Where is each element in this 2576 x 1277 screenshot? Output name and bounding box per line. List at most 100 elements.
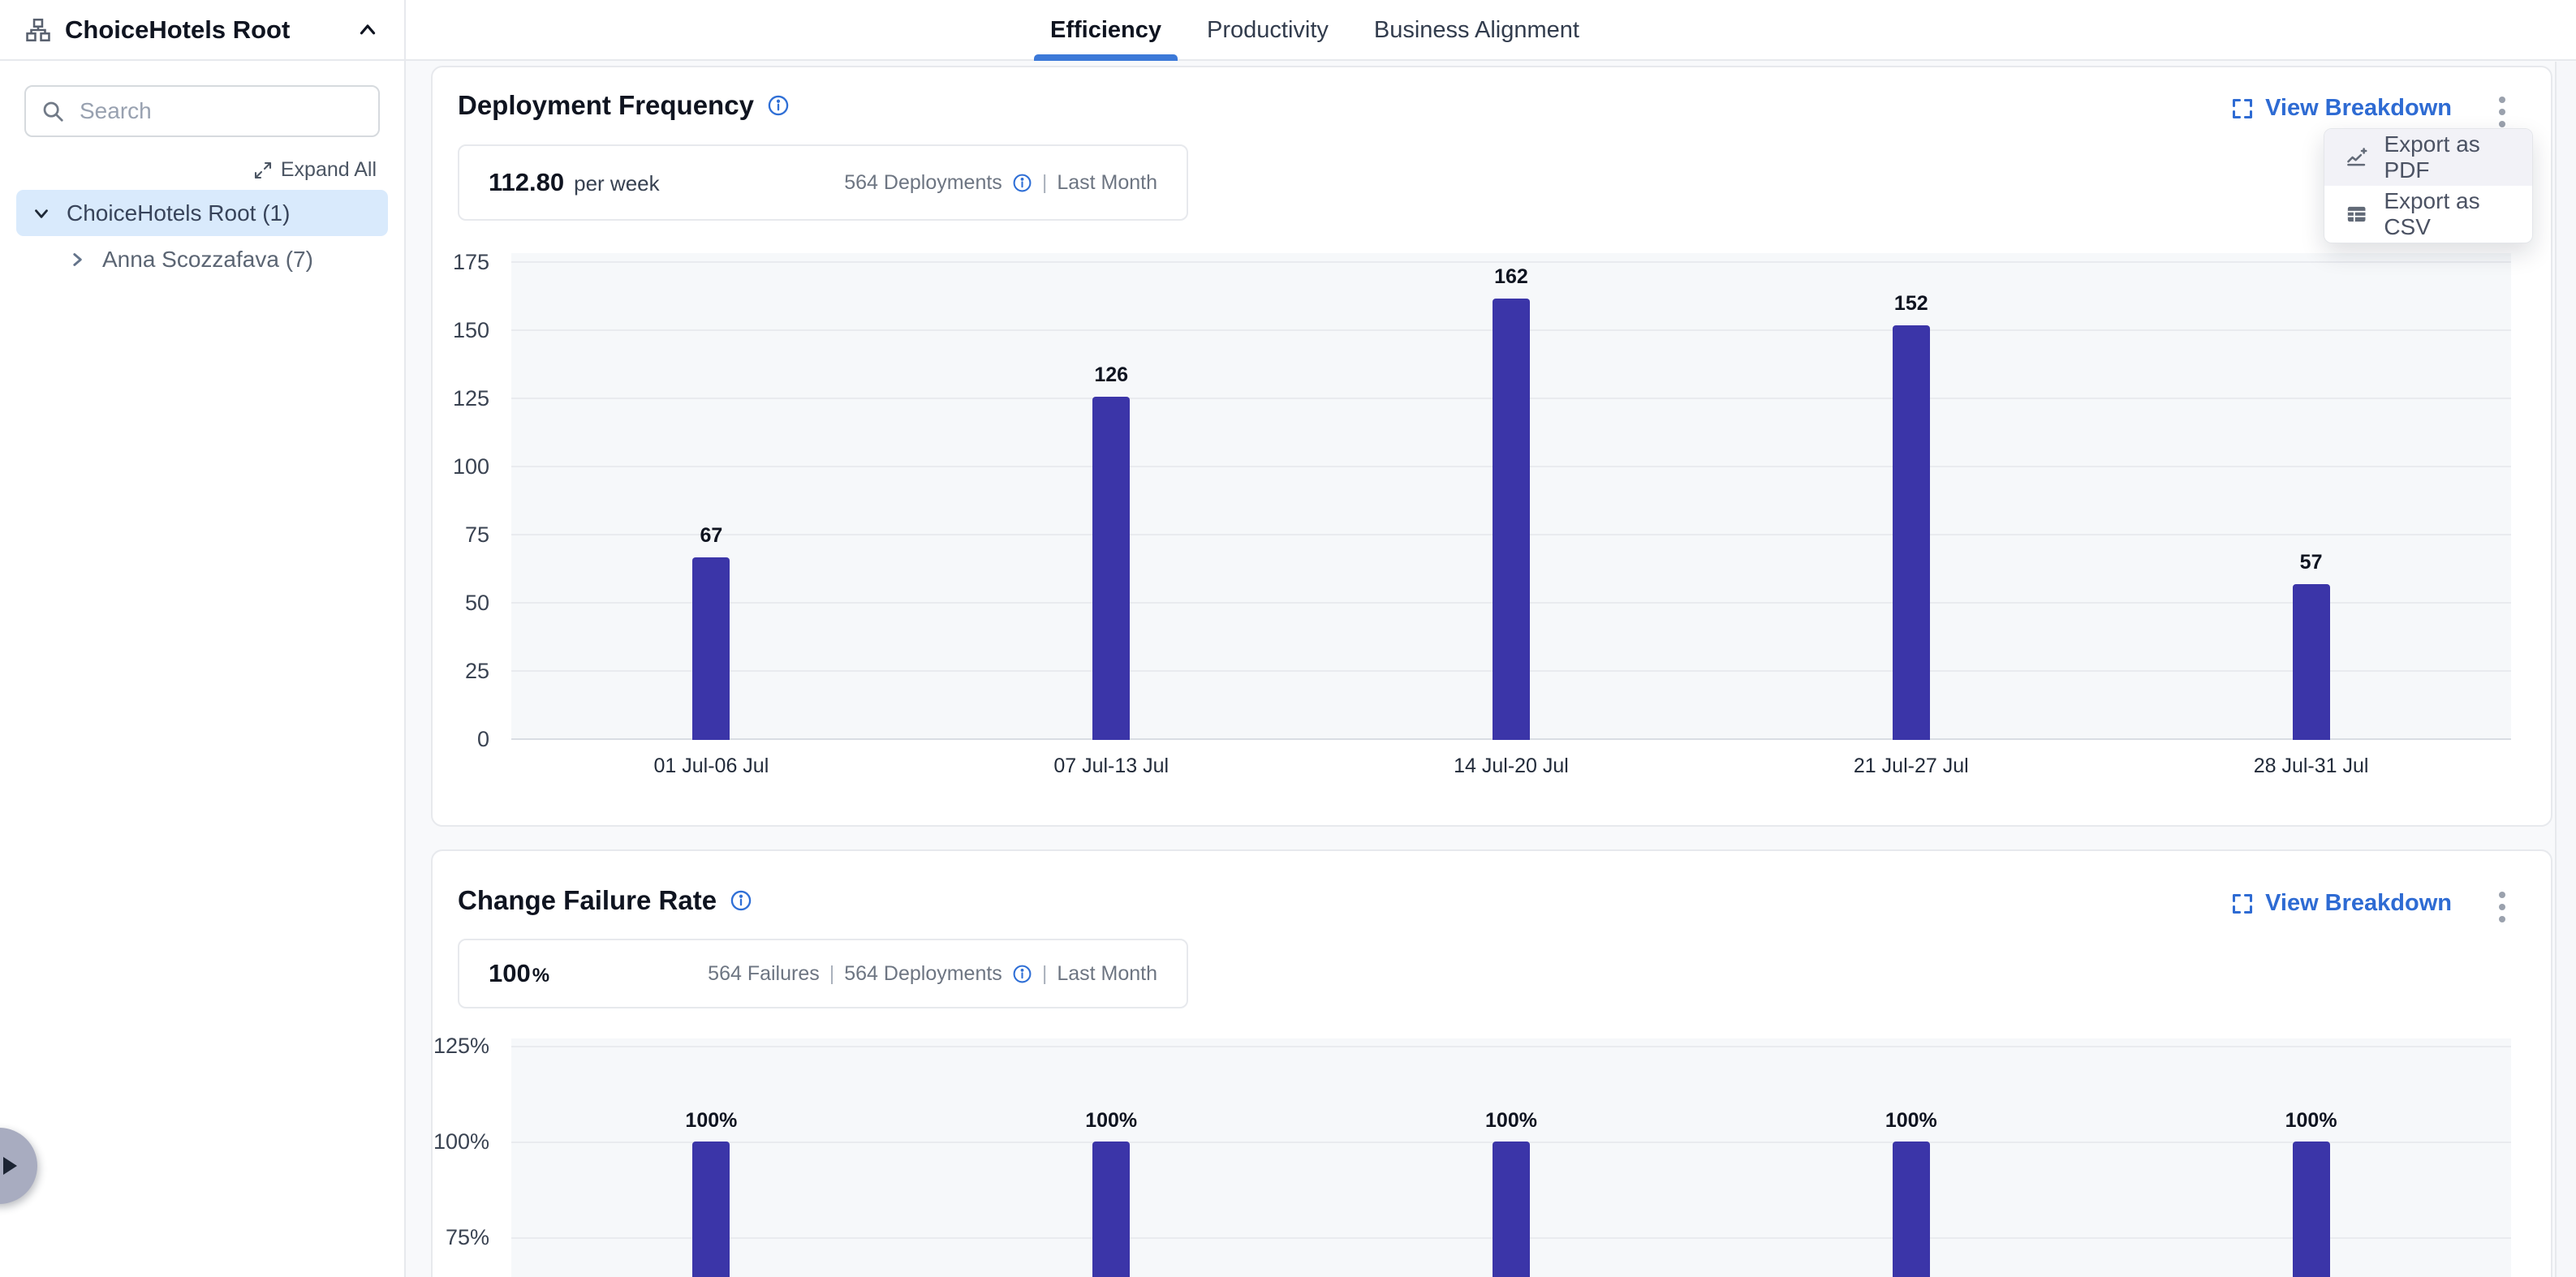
- bar[interactable]: [692, 557, 730, 740]
- view-breakdown-button[interactable]: View Breakdown: [2231, 890, 2452, 917]
- stat-value: 112.80: [489, 168, 565, 196]
- more-options-button[interactable]: [2492, 885, 2512, 929]
- bar[interactable]: [1492, 1142, 1530, 1277]
- view-breakdown-label: View Breakdown: [2265, 95, 2452, 121]
- stat-unit: per week: [574, 171, 660, 196]
- tab-efficiency[interactable]: Efficiency: [1034, 0, 1178, 61]
- search-icon: [43, 101, 63, 122]
- chevron-up-icon: [355, 18, 380, 42]
- x-axis-label: 28 Jul-31 Jul: [2253, 755, 2369, 777]
- x-axis-label: 01 Jul-06 Jul: [653, 755, 769, 777]
- bar-value-label: 126: [1094, 363, 1129, 386]
- tree-item-label: Anna Scozzafava (7): [102, 246, 313, 272]
- bar-slot: 100%: [1711, 1038, 2111, 1277]
- info-icon[interactable]: [730, 889, 752, 912]
- table-icon: [2347, 206, 2366, 222]
- y-axis-tick-label: 0: [476, 727, 489, 751]
- bar[interactable]: [1092, 1142, 1131, 1277]
- stat-unit: %: [532, 965, 550, 987]
- expand-icon: [2233, 893, 2253, 914]
- bar-value-label: 100%: [1085, 1109, 1138, 1133]
- info-icon[interactable]: [1012, 173, 1032, 193]
- chevron-right-icon[interactable]: [67, 249, 88, 270]
- gridline: [511, 1046, 2511, 1048]
- separator: |: [1041, 170, 1048, 194]
- info-icon[interactable]: [767, 94, 790, 117]
- tree-item-child[interactable]: Anna Scozzafava (7): [16, 236, 388, 282]
- bar[interactable]: [1492, 298, 1530, 740]
- y-axis-tick-label: 75%: [445, 1225, 489, 1250]
- bar-slot: 100%: [911, 1038, 1312, 1277]
- export-csv-menu-item[interactable]: Export as CSV: [2324, 186, 2532, 243]
- deployment-frequency-card: Deployment Frequency View Breakdown 112.…: [431, 66, 2552, 827]
- bar[interactable]: [1892, 325, 1930, 740]
- bar-value-label: 162: [1494, 264, 1528, 288]
- expand-icon: [2233, 98, 2253, 118]
- card-header: Change Failure Rate: [458, 885, 752, 916]
- bar-slot: 162: [1312, 253, 1712, 740]
- view-breakdown-button[interactable]: View Breakdown: [2231, 95, 2452, 122]
- sidebar: ChoiceHotels Root Expand All ChoiceHotel…: [0, 0, 406, 1277]
- bar-value-label: 100%: [1485, 1109, 1537, 1133]
- tab-productivity[interactable]: Productivity: [1207, 17, 1329, 43]
- x-axis: 01 Jul-06 Jul 07 Jul-13 Jul 14 Jul-20 Jul 2…: [511, 755, 2511, 778]
- bar-value-label: 67: [700, 523, 723, 547]
- y-axis-tick-label: 50: [464, 591, 489, 615]
- caret-right-icon: [3, 1157, 17, 1175]
- bar-slot: 100%: [511, 1038, 911, 1277]
- right-scroll-rail[interactable]: [2555, 62, 2576, 1277]
- org-tree: ChoiceHotels Root (1) Anna Scozzafava (7…: [16, 190, 388, 282]
- bar[interactable]: [692, 1142, 730, 1277]
- y-axis-tick-label: 25: [464, 659, 489, 683]
- tree-item-label: ChoiceHotels Root (1): [67, 200, 291, 226]
- bar-slot: 152: [1711, 253, 2111, 740]
- bar-value-label: 100%: [2285, 1109, 2337, 1133]
- stat-value: 100: [489, 959, 531, 987]
- bar[interactable]: [1092, 396, 1131, 740]
- y-axis-tick-label: 125: [452, 386, 489, 411]
- sidebar-collapse-button[interactable]: [355, 18, 380, 42]
- expand-all-button[interactable]: Expand All: [28, 158, 377, 182]
- bar[interactable]: [2292, 584, 2330, 740]
- y-axis: 125% 100% 75%: [433, 1034, 499, 1277]
- search-input[interactable]: [24, 85, 380, 137]
- menu-item-label: Export as PDF: [2384, 131, 2480, 183]
- y-axis-tick-label: 150: [452, 318, 489, 342]
- stat-failures: 564 Failures: [708, 961, 820, 985]
- sidebar-title: ChoiceHotels Root: [65, 15, 291, 44]
- tab-business-alignment[interactable]: Business Alignment: [1373, 17, 1579, 43]
- expand-all-icon: [254, 161, 271, 178]
- gridline: [511, 261, 2511, 263]
- info-icon[interactable]: [1012, 964, 1032, 984]
- stat-period: Last Month: [1057, 170, 1157, 194]
- y-axis-tick-label: 175: [452, 250, 489, 274]
- bar-slot: 126: [911, 253, 1312, 740]
- card-title: Deployment Frequency: [458, 90, 754, 120]
- bar[interactable]: [1892, 1142, 1930, 1277]
- more-options-button[interactable]: [2492, 90, 2512, 134]
- sidebar-header: ChoiceHotels Root: [0, 0, 404, 61]
- bar[interactable]: [2292, 1142, 2330, 1277]
- export-pdf-menu-item[interactable]: Export as PDF: [2324, 129, 2532, 186]
- search-box: [24, 85, 380, 137]
- menu-item-label: Export as CSV: [2384, 188, 2480, 239]
- x-axis-label: 14 Jul-20 Jul: [1454, 755, 1569, 777]
- export-dropdown-menu: Export as PDF Export as CSV: [2324, 128, 2533, 243]
- view-breakdown-label: View Breakdown: [2265, 890, 2452, 916]
- tab-bar: Efficiency Productivity Business Alignme…: [1034, 0, 1579, 61]
- bar-value-label: 152: [1893, 292, 1928, 316]
- chevron-down-icon[interactable]: [31, 203, 52, 224]
- tree-item-root[interactable]: ChoiceHotels Root (1): [16, 190, 388, 236]
- bar-slot: 100%: [2111, 1038, 2511, 1277]
- bar-value-label: 100%: [1885, 1109, 1937, 1133]
- card-title: Change Failure Rate: [458, 885, 717, 915]
- y-axis-tick-label: 75: [464, 522, 489, 547]
- bar-value-label: 57: [2299, 551, 2323, 574]
- y-axis-tick-label: 125%: [433, 1034, 489, 1059]
- separator: |: [829, 961, 835, 985]
- change-failure-rate-card: Change Failure Rate View Breakdown 100 %…: [431, 849, 2552, 1277]
- stat-period: Last Month: [1057, 961, 1157, 985]
- x-axis-label: 21 Jul-27 Jul: [1853, 755, 1969, 777]
- bar-chart-plot: 100% 100% 100% 100% 100%: [511, 1038, 2511, 1277]
- chart-export-icon: [2347, 148, 2367, 166]
